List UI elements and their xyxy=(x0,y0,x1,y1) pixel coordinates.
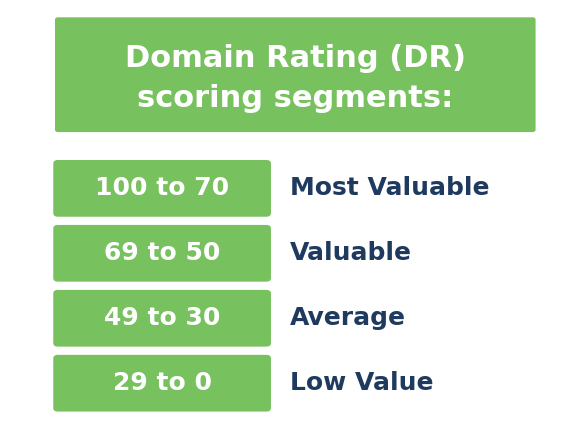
FancyBboxPatch shape xyxy=(53,160,271,217)
Text: Most Valuable: Most Valuable xyxy=(290,176,489,200)
FancyBboxPatch shape xyxy=(53,225,271,282)
Text: 29 to 0: 29 to 0 xyxy=(113,371,211,395)
Text: Low Value: Low Value xyxy=(290,371,433,395)
Text: Average: Average xyxy=(290,306,405,330)
Text: 69 to 50: 69 to 50 xyxy=(104,241,220,265)
Text: 100 to 70: 100 to 70 xyxy=(95,176,229,200)
Text: Domain Rating (DR): Domain Rating (DR) xyxy=(125,44,466,73)
Text: Valuable: Valuable xyxy=(290,241,412,265)
FancyBboxPatch shape xyxy=(55,17,536,132)
Text: scoring segments:: scoring segments: xyxy=(137,84,453,113)
FancyBboxPatch shape xyxy=(53,355,271,411)
FancyBboxPatch shape xyxy=(53,290,271,346)
Text: 49 to 30: 49 to 30 xyxy=(104,306,220,330)
